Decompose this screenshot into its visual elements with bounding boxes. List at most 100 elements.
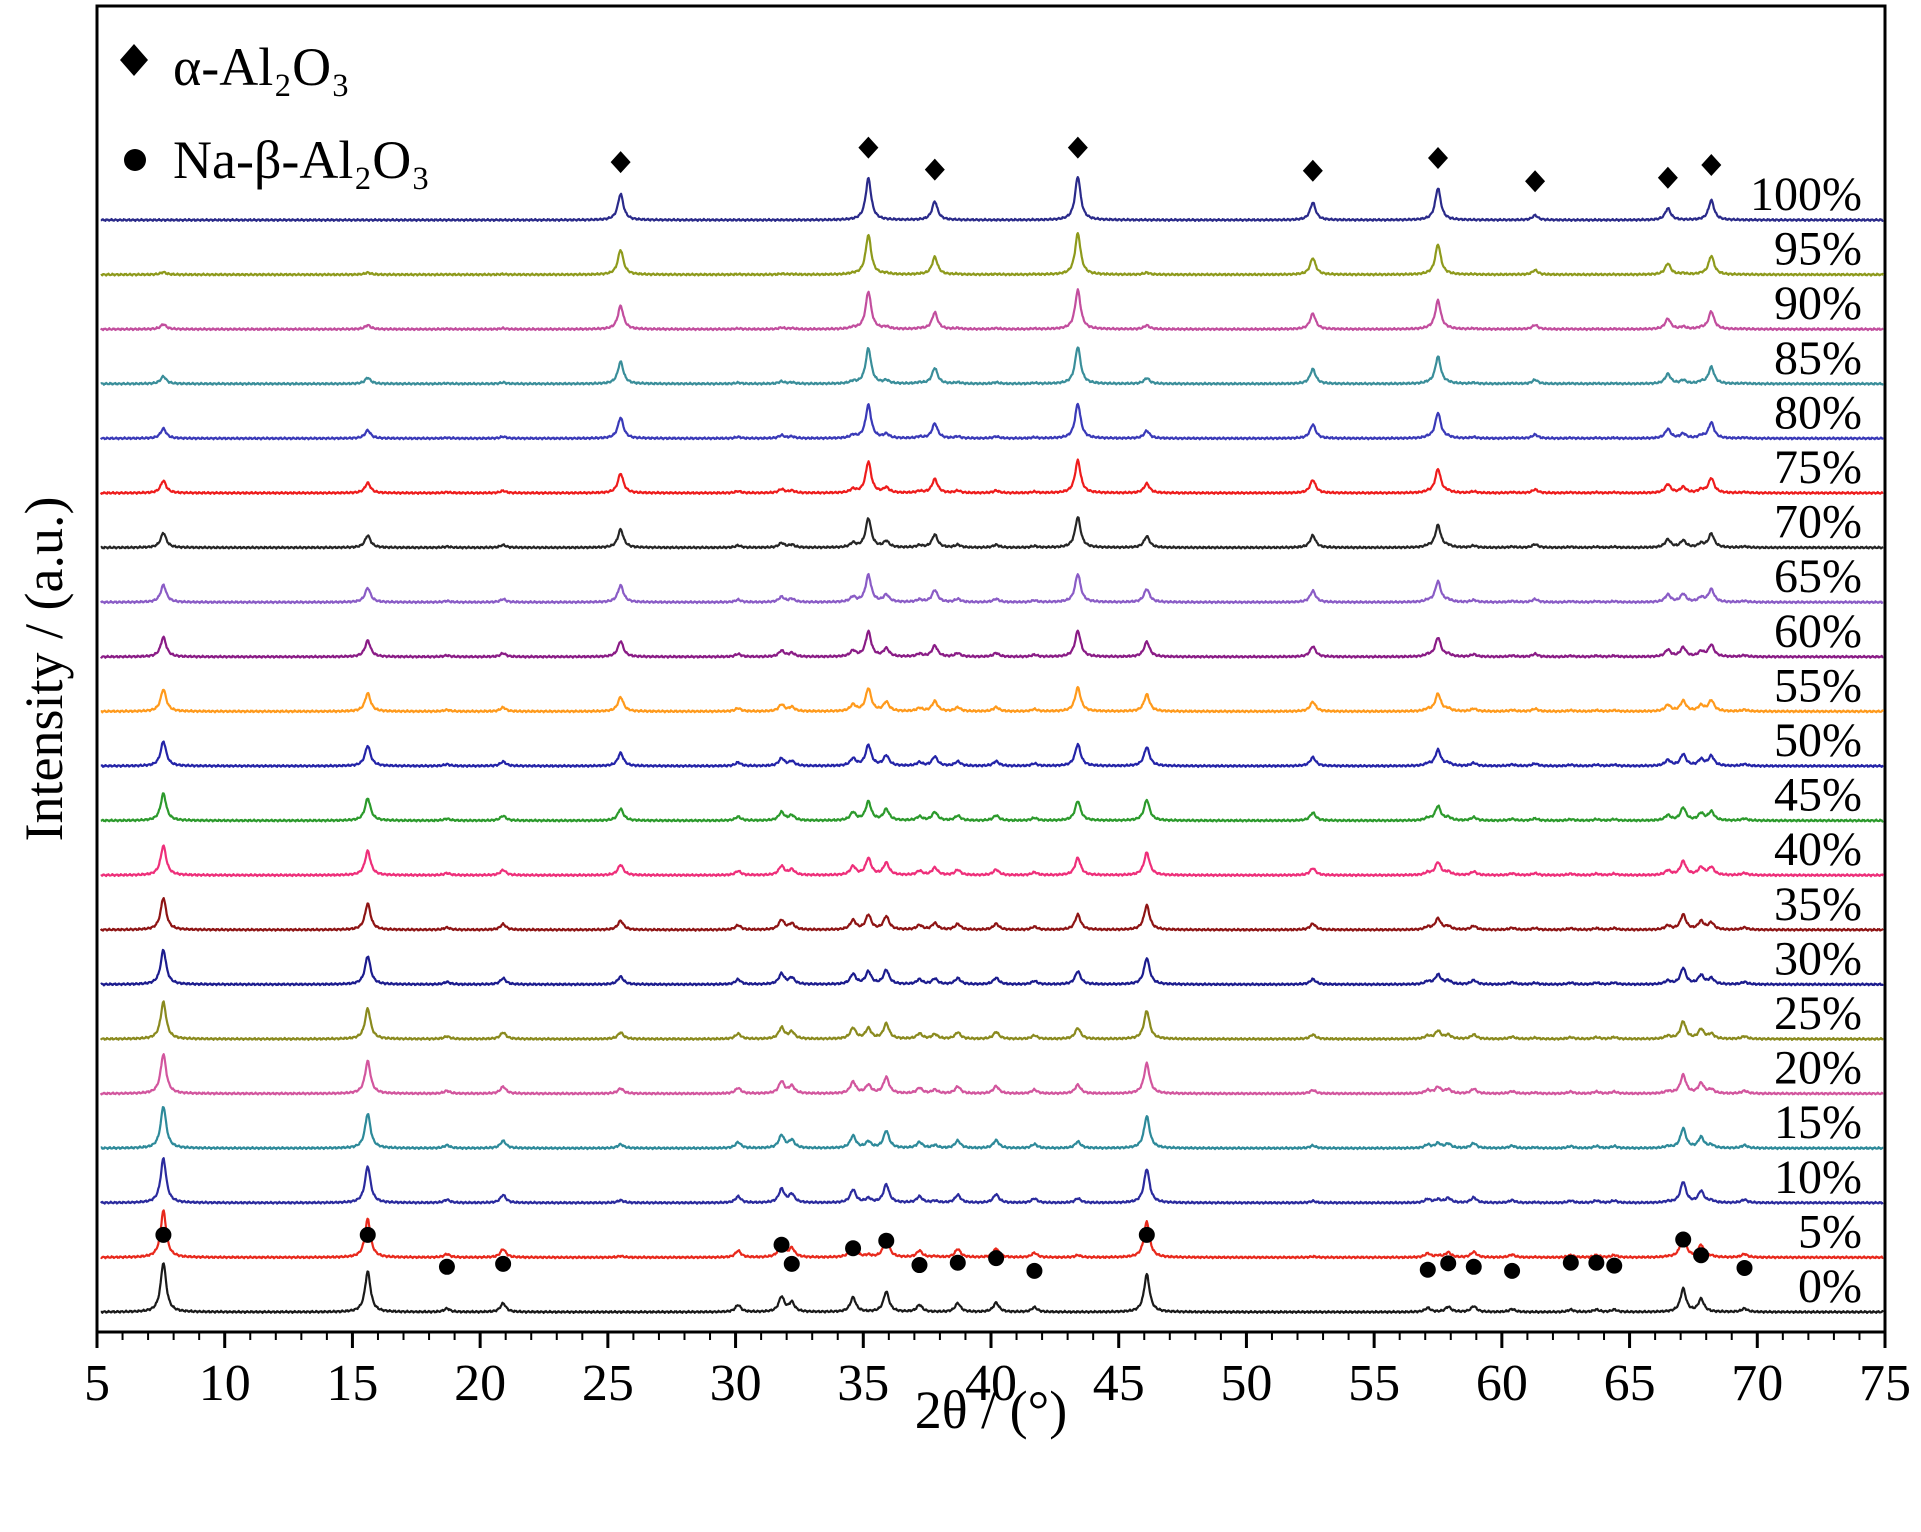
beta-peak-marker xyxy=(438,1258,455,1275)
series-label-45pct: 45% xyxy=(1774,769,1862,822)
x-axis: 5 10 15 20 25 30 35 40 45 50 55 60 65 70 75 xyxy=(84,1332,1911,1412)
plot-frame xyxy=(95,4,1887,1334)
beta-peak-marker xyxy=(1588,1254,1605,1271)
series-label-80pct: 80% xyxy=(1774,386,1862,439)
series-label-55pct: 55% xyxy=(1774,659,1862,712)
series-label-95pct: 95% xyxy=(1774,223,1862,276)
series-line-25pct xyxy=(99,1000,1885,1042)
series-line-50pct xyxy=(100,740,1884,769)
series-line-75pct xyxy=(99,458,1884,496)
beta-peak-marker xyxy=(1026,1262,1043,1279)
beta-peak-marker xyxy=(773,1236,790,1253)
beta-peak-marker xyxy=(155,1226,172,1243)
beta-peak-marker xyxy=(359,1226,376,1243)
series-line-40pct xyxy=(100,844,1885,878)
beta-peak-marker xyxy=(988,1250,1005,1267)
series-label-30pct: 30% xyxy=(1774,932,1862,985)
legend: α-Al₂O₃ Na-β-Al₂O₃ xyxy=(120,37,430,190)
alpha-peak-marker xyxy=(1302,159,1323,182)
series-label-85pct: 85% xyxy=(1774,332,1862,385)
series-line-45pct xyxy=(100,792,1884,823)
beta-peak-marker xyxy=(783,1255,800,1272)
series-label-65pct: 65% xyxy=(1774,550,1862,603)
beta-peak-marker xyxy=(878,1232,895,1249)
x-tick-label: 35 xyxy=(837,1355,889,1412)
series-label-100pct: 100% xyxy=(1750,168,1862,221)
alpha-peak-marker xyxy=(1067,136,1088,159)
x-tick-label: 20 xyxy=(454,1355,506,1412)
series-label-70pct: 70% xyxy=(1774,496,1862,549)
beta-peak-marker xyxy=(949,1254,966,1271)
series-label-20pct: 20% xyxy=(1774,1042,1862,1095)
alpha-peak-marker xyxy=(1428,147,1448,170)
series-line-95pct xyxy=(100,232,1885,277)
alpha-peak-marker xyxy=(1657,166,1678,189)
beta-peak-marker xyxy=(1736,1259,1753,1276)
beta-peak-marker xyxy=(1675,1231,1692,1248)
x-tick-label: 5 xyxy=(84,1355,110,1412)
legend-label-beta: Na-β-Al₂O₃ xyxy=(173,130,430,190)
series-label-75pct: 75% xyxy=(1774,441,1862,494)
series-line-35pct xyxy=(99,897,1884,932)
series-layer: 0%5%10%15%20%25%30%35%40%45%50%55%60%65%… xyxy=(99,168,1885,1314)
series-line-30pct xyxy=(100,948,1884,987)
beta-peak-marker xyxy=(1504,1262,1521,1279)
beta-peak-marker xyxy=(1465,1258,1482,1275)
beta-peak-marker xyxy=(1693,1247,1710,1264)
legend-label-alpha: α-Al₂O₃ xyxy=(173,37,350,97)
alpha-peak-marker xyxy=(610,151,631,174)
series-label-5pct: 5% xyxy=(1798,1205,1862,1258)
series-line-70pct xyxy=(100,516,1884,550)
x-tick-label: 45 xyxy=(1093,1355,1145,1412)
series-line-100pct xyxy=(100,176,1884,223)
series-line-0pct xyxy=(100,1262,1885,1314)
alpha-peak-marker xyxy=(858,136,879,159)
series-line-90pct xyxy=(99,288,1884,332)
beta-peak-marker xyxy=(1440,1255,1457,1272)
beta-peak-marker xyxy=(911,1257,928,1274)
beta-peak-marker xyxy=(1419,1261,1436,1278)
beta-peak-marker xyxy=(1606,1257,1623,1274)
series-line-20pct xyxy=(99,1053,1884,1096)
beta-peak-marker xyxy=(495,1255,512,1272)
x-tick-label: 65 xyxy=(1604,1355,1656,1412)
series-label-0pct: 0% xyxy=(1798,1260,1862,1313)
x-tick-label: 10 xyxy=(199,1355,251,1412)
series-label-10pct: 10% xyxy=(1774,1151,1862,1204)
x-tick-label: 40 xyxy=(965,1355,1017,1412)
beta-peak-marker xyxy=(845,1240,862,1257)
beta-peak-marker xyxy=(1562,1254,1579,1271)
series-label-15pct: 15% xyxy=(1774,1096,1862,1149)
y-axis-title: Intensity / (a.u.) xyxy=(14,497,74,842)
x-tick-label: 15 xyxy=(326,1355,378,1412)
series-label-50pct: 50% xyxy=(1774,714,1862,767)
series-label-60pct: 60% xyxy=(1774,605,1862,658)
series-line-55pct xyxy=(100,686,1885,714)
x-axis-title: 2θ / (°) xyxy=(915,1380,1067,1440)
series-label-40pct: 40% xyxy=(1774,823,1862,876)
series-line-80pct xyxy=(99,402,1885,441)
x-tick-label: 60 xyxy=(1476,1355,1528,1412)
series-line-10pct xyxy=(100,1157,1884,1205)
series-line-15pct xyxy=(100,1106,1884,1151)
alpha-peak-marker xyxy=(1701,154,1722,176)
alpha-peak-marker xyxy=(1525,170,1546,193)
beta-peak-marker xyxy=(1138,1226,1155,1243)
legend-circle-icon xyxy=(124,149,146,171)
series-line-60pct xyxy=(100,629,1884,659)
series-label-90pct: 90% xyxy=(1774,277,1862,330)
series-label-35pct: 35% xyxy=(1774,878,1862,931)
peak-marker-layer xyxy=(155,136,1753,1279)
x-tick-label: 55 xyxy=(1348,1355,1400,1412)
x-tick-label: 25 xyxy=(582,1355,634,1412)
x-tick-label: 50 xyxy=(1220,1355,1272,1412)
series-line-85pct xyxy=(100,346,1885,386)
x-tick-label: 30 xyxy=(710,1355,762,1412)
alpha-peak-marker xyxy=(924,158,945,181)
x-tick-label: 75 xyxy=(1859,1355,1911,1412)
series-label-25pct: 25% xyxy=(1774,987,1862,1040)
series-line-65pct xyxy=(99,573,1884,605)
legend-diamond-icon xyxy=(120,44,148,76)
x-tick-label: 70 xyxy=(1731,1355,1783,1412)
